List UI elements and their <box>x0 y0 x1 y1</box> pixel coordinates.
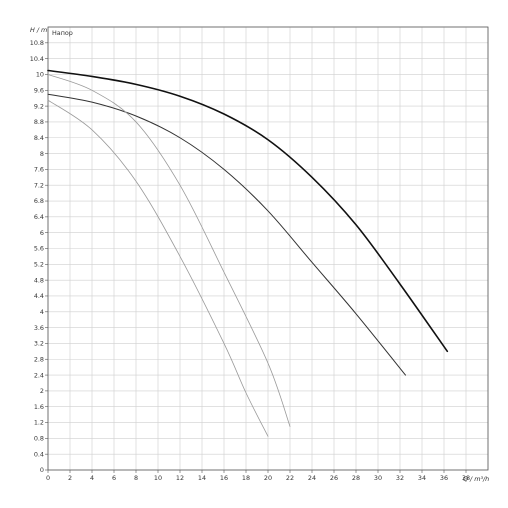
x-axis-label: Q / m³/h <box>463 475 489 483</box>
x-tick-labels: 0 2 4 6 8 10 12 14 16 18 20 22 24 26 28 30 32 34 36 38 <box>46 470 470 482</box>
y-tick-label: 1.2 <box>34 419 44 427</box>
y-tick-label: 9.6 <box>34 86 44 94</box>
y-tick-label: 4.8 <box>34 276 44 284</box>
y-tick-label: 8 <box>40 150 44 158</box>
x-tick-label: 36 <box>440 474 448 482</box>
y-tick-label: 1.6 <box>34 403 44 411</box>
x-tick-label: 10 <box>154 474 162 482</box>
y-tick-label: 7.6 <box>34 166 44 174</box>
series-line-2 <box>47 93 406 376</box>
x-tick-label: 28 <box>352 474 360 482</box>
y-tick-label: 5.2 <box>34 261 44 269</box>
y-tick-label: 2.8 <box>34 355 44 363</box>
x-tick-label: 8 <box>134 474 138 482</box>
x-tick-label: 32 <box>396 474 404 482</box>
y-tick-label: 8.4 <box>34 134 44 142</box>
x-tick-label: 20 <box>264 474 272 482</box>
y-tick-label: 6.4 <box>34 213 44 221</box>
y-tick-label: 2 <box>40 387 44 395</box>
y-tick-label: 3.2 <box>34 340 44 348</box>
y-tick-label: 4 <box>40 308 44 316</box>
y-tick-label: 7.2 <box>34 181 44 189</box>
x-tick-label: 22 <box>286 474 294 482</box>
y-tick-label: 0.4 <box>34 450 44 458</box>
x-tick-label: 26 <box>330 474 338 482</box>
x-tick-label: 0 <box>46 474 50 482</box>
x-tick-label: 38 <box>462 474 470 482</box>
x-tick-label: 34 <box>418 474 426 482</box>
y-tick-label: 4.4 <box>34 292 44 300</box>
series-line-3 <box>47 74 291 427</box>
x-tick-label: 12 <box>176 474 184 482</box>
series-line-4 <box>47 99 269 437</box>
y-tick-label: 6 <box>40 229 44 237</box>
chart-title: Напор <box>52 29 73 37</box>
x-tick-label: 2 <box>68 474 72 482</box>
y-tick-label: 5.6 <box>34 245 44 253</box>
series-lines <box>47 69 449 437</box>
y-tick-labels: 0 0.4 0.8 1.2 1.6 2 2.4 2.8 3.2 3.6 4 4.4 4.8 5.2 5.6 6… <box>30 39 48 474</box>
y-tick-label: 0 <box>40 466 44 474</box>
y-tick-label: 10.8 <box>30 39 44 47</box>
series-line-1 <box>47 69 449 353</box>
x-tick-label: 18 <box>242 474 250 482</box>
x-tick-label: 30 <box>374 474 382 482</box>
y-tick-label: 2.4 <box>34 371 44 379</box>
y-tick-label: 8.8 <box>34 118 44 126</box>
y-tick-label: 10.4 <box>30 55 44 63</box>
x-tick-label: 24 <box>308 474 316 482</box>
x-tick-label: 14 <box>198 474 206 482</box>
x-tick-label: 6 <box>112 474 116 482</box>
grid-lines <box>47 26 489 471</box>
y-tick-label: 0.8 <box>34 435 44 443</box>
y-tick-label: 9.2 <box>34 102 44 110</box>
y-tick-label: 10 <box>36 71 44 79</box>
x-tick-label: 16 <box>220 474 228 482</box>
y-axis-label: H / m <box>30 26 47 34</box>
x-tick-label: 4 <box>90 474 94 482</box>
y-tick-label: 3.6 <box>34 324 44 332</box>
y-tick-label: 6.8 <box>34 197 44 205</box>
